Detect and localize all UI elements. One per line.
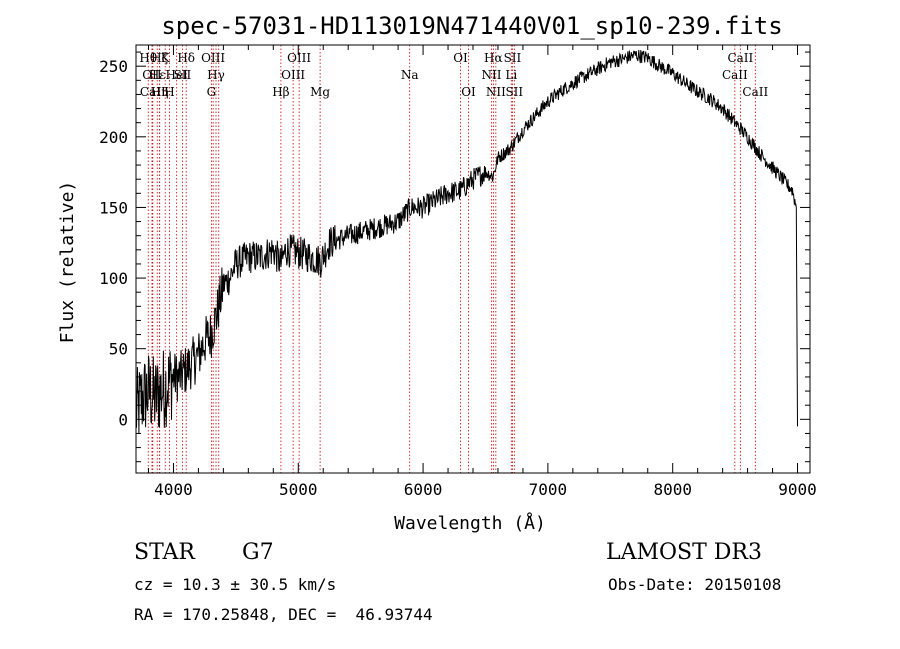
spectral-line-label: OI — [461, 85, 476, 99]
y-tick-label: 50 — [109, 340, 128, 359]
y-axis-label: Flux (relative) — [57, 181, 78, 344]
x-tick-label: 5000 — [279, 480, 318, 499]
spectral-line-label: OIII — [281, 68, 305, 82]
x-axis-label: Wavelength (Å) — [394, 512, 546, 534]
x-tick-label: 7000 — [529, 480, 568, 499]
spectral-line-label: CaII — [722, 68, 748, 82]
x-tick-label: 4000 — [154, 480, 193, 499]
spectral-line-label: Hε — [149, 68, 166, 82]
obs-date: Obs-Date: 20150108 — [608, 575, 782, 594]
spectral-line-label: OI — [453, 51, 468, 65]
survey-name: LAMOST DR3 — [606, 540, 762, 565]
spectral-line-label: HeI — [166, 68, 189, 82]
spectral-line-label: Hβ — [272, 85, 289, 99]
spectral-line-label: OIII — [287, 51, 311, 65]
spectral-line-label: NII — [481, 68, 501, 82]
spectral-line-label: Hδ — [177, 51, 195, 65]
spectral-line-label: Mg — [310, 85, 330, 99]
plot-area — [135, 49, 798, 434]
spectral-line-label: SII — [504, 51, 522, 65]
x-tick-label: 8000 — [653, 480, 692, 499]
spectral-line-label: OII — [142, 68, 162, 82]
y-tick-label: 0 — [118, 410, 128, 429]
flux-series-line — [135, 49, 798, 434]
spectral-line-label: Hη — [151, 85, 169, 99]
y-tick-label: 150 — [99, 198, 128, 217]
axes: 4000 5000 6000 7000 8000 9000 0 50 100 150 200 250 — [99, 44, 817, 499]
spectral-line-label: G — [207, 85, 217, 99]
spectral-line-label: Hγ — [207, 68, 225, 82]
object-class: STAR — [134, 540, 195, 565]
object-subclass: G7 — [242, 540, 274, 565]
spectral-line-label: CaII — [140, 85, 166, 99]
spectral-line-label: Hζ — [151, 51, 168, 65]
chart-title: spec-57031-HD113019N471440V01_sp10-239.f… — [161, 12, 782, 40]
spectral-line-label: Li — [505, 68, 517, 82]
spectral-line-label: CaII — [727, 51, 753, 65]
spectral-line-label: Na — [401, 68, 419, 82]
x-tick-label: 9000 — [778, 480, 817, 499]
spectral-line-label: SII — [505, 85, 523, 99]
spectral-line-label: Hθ — [139, 51, 157, 65]
spectral-line-label: NII — [486, 85, 506, 99]
spectral-line-label: SII — [174, 68, 192, 82]
coordinates: RA = 170.25848, DEC = 46.93744 — [134, 605, 433, 624]
spectral-line-label: Hα — [484, 51, 503, 65]
spectral-line-label: H — [164, 85, 174, 99]
spectral-line-label: K — [161, 51, 171, 65]
spectral-line-label: CaII — [742, 85, 768, 99]
spectral-line-label: OIII — [201, 51, 225, 65]
y-tick-label: 100 — [99, 269, 128, 288]
spectral-line-labels: HθOIICaIIHεHζKHHηHeISIIHδGOIIIHγHβOIIIOI… — [139, 51, 768, 99]
y-tick-label: 250 — [99, 57, 128, 76]
y-tick-label: 200 — [99, 128, 128, 147]
redshift-value: cz = 10.3 ± 30.5 km/s — [134, 575, 337, 594]
x-tick-label: 6000 — [404, 480, 443, 499]
